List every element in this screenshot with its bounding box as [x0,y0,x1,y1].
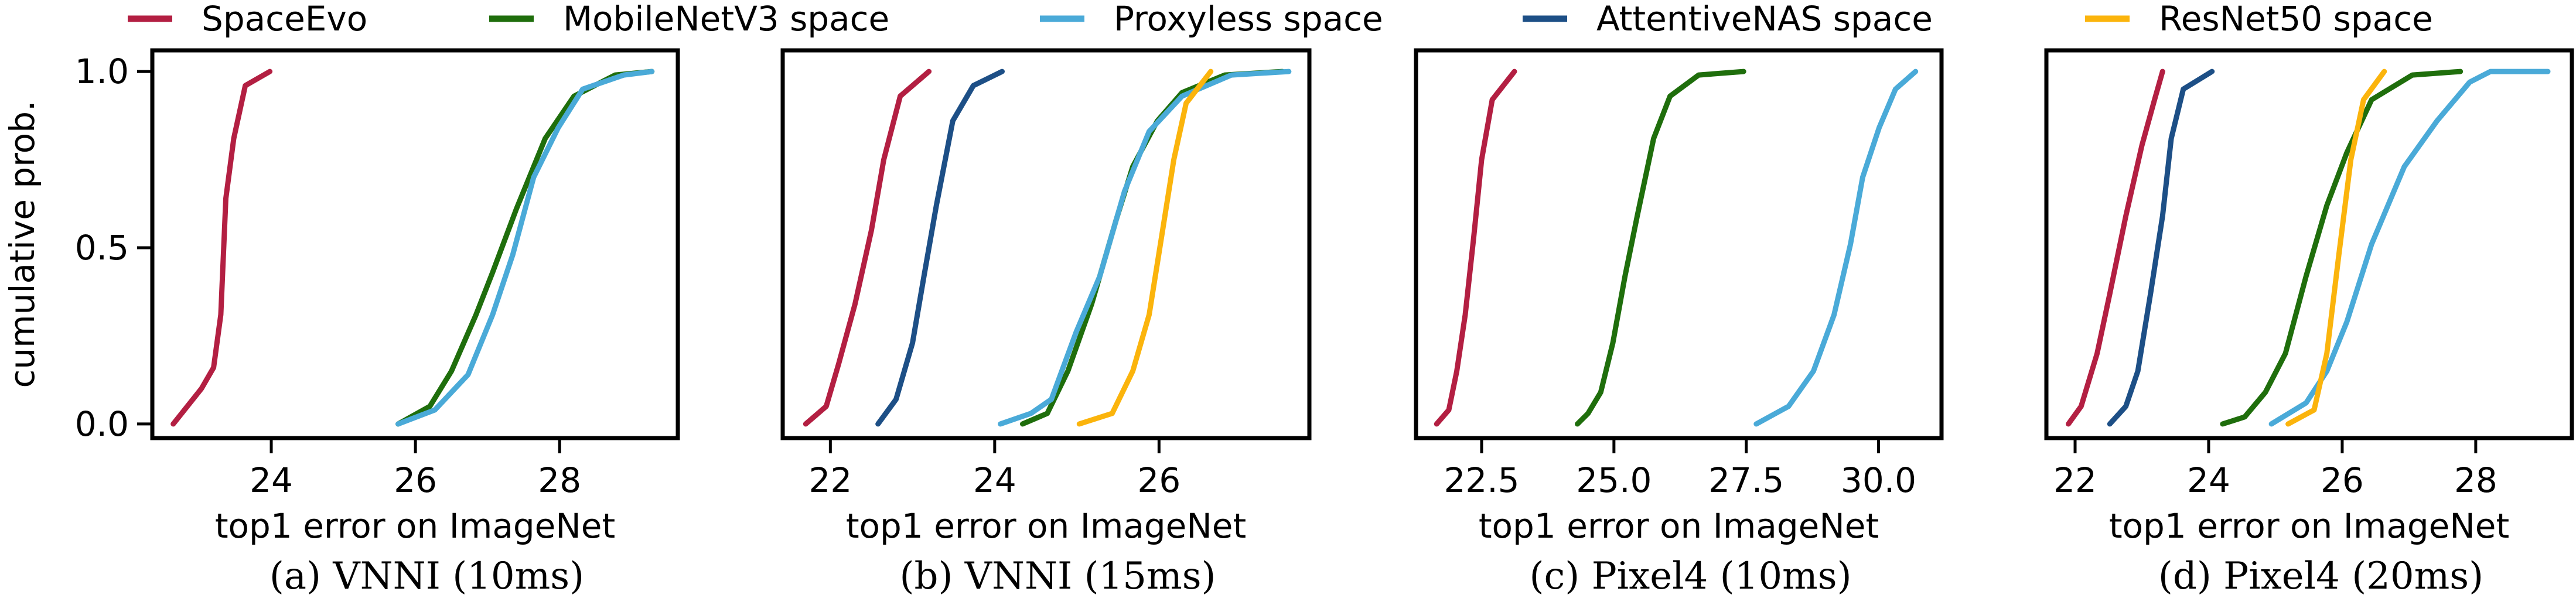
y-tick-label: 1.0 [75,52,129,91]
panel-b: 22 24 26 top1 error on ImageNet (b) VNNI (15… [780,48,1312,598]
legend: SpaceEvo MobileNetV3 space Proxyless space… [128,0,2433,39]
x-tick-label: 22 [2053,460,2097,500]
x-tick-label: 24 [250,460,293,500]
x-tick-label: 28 [2454,460,2497,500]
series-line-spaceevo [2066,69,2165,427]
x-tick-label: 26 [2321,460,2364,500]
x-tick-label: 30.0 [1841,460,1916,500]
legend-entry: Proxyless space [1040,0,1383,39]
axes-frame [1414,48,1944,440]
series-line-proxyless-space [998,69,1292,427]
legend-label: ResNet50 space [2159,0,2433,39]
panel-d: 22 24 26 28 top1 error on ImageNet (d) Pixel4… [2044,48,2574,598]
series-line-proxyless-space [395,69,655,427]
axes-frame [150,48,680,440]
x-tick-label: 25.0 [1576,460,1652,500]
panel-caption: (c) Pixel4 (10ms) [1529,555,1851,598]
panel-caption: (d) Pixel4 (20ms) [2158,555,2483,598]
y-tick-label: 0.0 [75,404,129,444]
series-line-spaceevo [1434,69,1517,427]
x-axis-label: top1 error on ImageNet [2109,506,2509,546]
series-line-spaceevo [803,69,932,427]
panel-c: 22.5 25.0 27.5 30.0 top1 error on ImageNet (c… [1414,48,1944,598]
panel-caption: (a) VNNI (10ms) [269,555,584,598]
x-tick-label: 28 [538,460,581,500]
x-axis-label: top1 error on ImageNet [215,506,615,546]
x-axis-label: top1 error on ImageNet [1479,506,1879,546]
x-tick-label: 24 [973,460,1016,500]
x-tick-label: 24 [2187,460,2230,500]
series-line-attentivenas-space [875,69,1005,427]
series-line-mobilenetv3-space [395,69,655,427]
legend-entry: ResNet50 space [2085,0,2433,39]
x-tick-label: 27.5 [1708,460,1784,500]
panels: 24 26 28 0.0 0.5 1.0 top1 error on ImageNet (a)… [75,48,2574,598]
series-line-mobilenetv3-space [2220,69,2464,427]
series-line-proxyless-space [2268,69,2551,427]
series-line-resnet50-space [2285,69,2387,427]
legend-label: AttentiveNAS space [1596,0,1933,39]
panel-a: 24 26 28 0.0 0.5 1.0 top1 error on ImageNet (a)… [75,48,680,598]
series-line-resnet50-space [1076,69,1214,427]
y-tick-label: 0.5 [75,228,129,268]
series-line-mobilenetv3-space [1575,69,1746,427]
legend-label: Proxyless space [1114,0,1383,39]
legend-label: MobileNetV3 space [563,0,889,39]
series-line-spaceevo [170,69,273,427]
x-axis-label: top1 error on ImageNet [846,506,1246,546]
axes-frame [2044,48,2574,440]
legend-entry: AttentiveNAS space [1523,0,1933,39]
panel-caption: (b) VNNI (15ms) [900,555,1216,598]
series-line-attentivenas-space [2107,69,2215,427]
series-line-proxyless-space [1753,69,1919,427]
legend-entry: MobileNetV3 space [489,0,889,39]
axes-frame [780,48,1312,440]
x-tick-label: 26 [1137,460,1180,500]
x-tick-label: 26 [394,460,437,500]
x-tick-label: 22 [808,460,852,500]
legend-entry: SpaceEvo [128,0,367,39]
legend-label: SpaceEvo [202,0,367,39]
x-tick-label: 22.5 [1444,460,1519,500]
y-axis-label: cumulative prob. [2,101,42,388]
